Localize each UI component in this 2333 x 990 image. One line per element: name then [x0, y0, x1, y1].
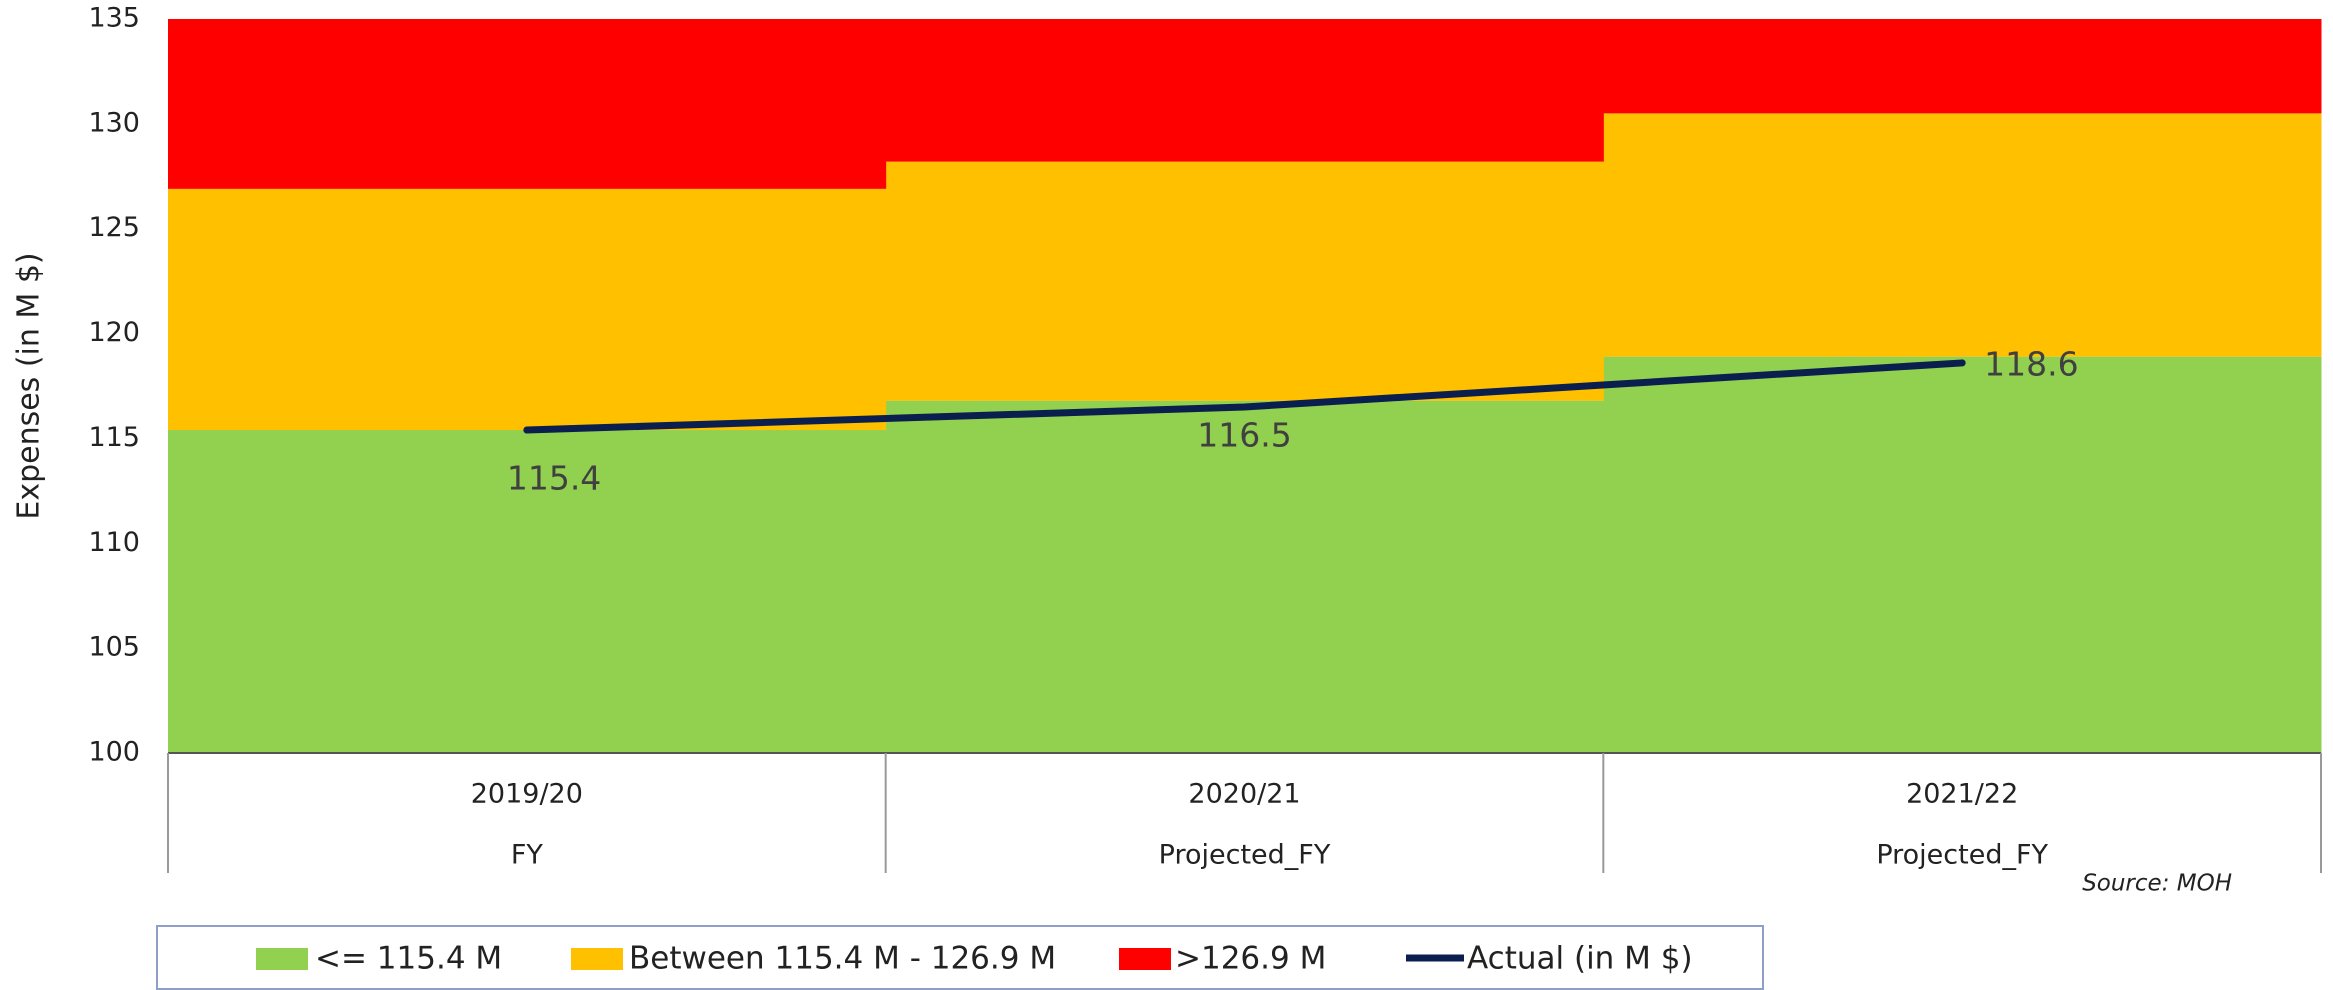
band-segment — [1603, 113, 2322, 357]
x-sub-label: Projected_FY — [1876, 840, 2048, 871]
legend-box — [156, 925, 1764, 990]
legend-swatch — [1119, 948, 1171, 970]
x-sub-label: Projected_FY — [1159, 840, 1331, 871]
data-label: 115.4 — [507, 459, 601, 498]
legend-label: >126.9 M — [1175, 941, 1326, 977]
x-sub-label: FY — [511, 840, 544, 871]
y-tick-label: 105 — [88, 632, 140, 663]
x-tick-label: 2020/21 — [1188, 779, 1300, 810]
band-segment — [885, 400, 1604, 753]
y-tick-label: 120 — [88, 317, 140, 348]
legend-swatch — [571, 948, 623, 970]
y-tick-label: 125 — [88, 212, 140, 243]
x-tick-label: 2021/22 — [1906, 779, 2018, 810]
y-axis-title: Expenses (in M $) — [12, 252, 47, 519]
band-segment — [885, 161, 1604, 401]
y-tick-label: 115 — [88, 422, 140, 453]
x-tick-label: 2019/20 — [471, 779, 583, 810]
legend-label: Actual (in M $) — [1467, 941, 1693, 977]
y-tick-label: 110 — [88, 527, 140, 558]
band-segment — [1603, 356, 2322, 753]
band-segment — [168, 19, 887, 189]
line — [523, 359, 1966, 434]
legend-label: Between 115.4 M - 126.9 M — [629, 941, 1056, 977]
legend-label: <= 115.4 M — [315, 941, 502, 977]
y-tick-label: 135 — [88, 3, 140, 34]
y-tick-label: 100 — [88, 737, 140, 768]
band-segment — [885, 19, 1604, 162]
legend-swatch — [256, 948, 308, 970]
y-tick-label: 130 — [88, 107, 140, 138]
source: Source: MOH — [2082, 871, 2232, 897]
band-segment — [168, 430, 887, 753]
band-segment — [168, 188, 887, 431]
band-segment — [1603, 19, 2322, 114]
data-label: 116.5 — [1197, 415, 1291, 454]
data-label: 118.6 — [1984, 344, 2078, 383]
